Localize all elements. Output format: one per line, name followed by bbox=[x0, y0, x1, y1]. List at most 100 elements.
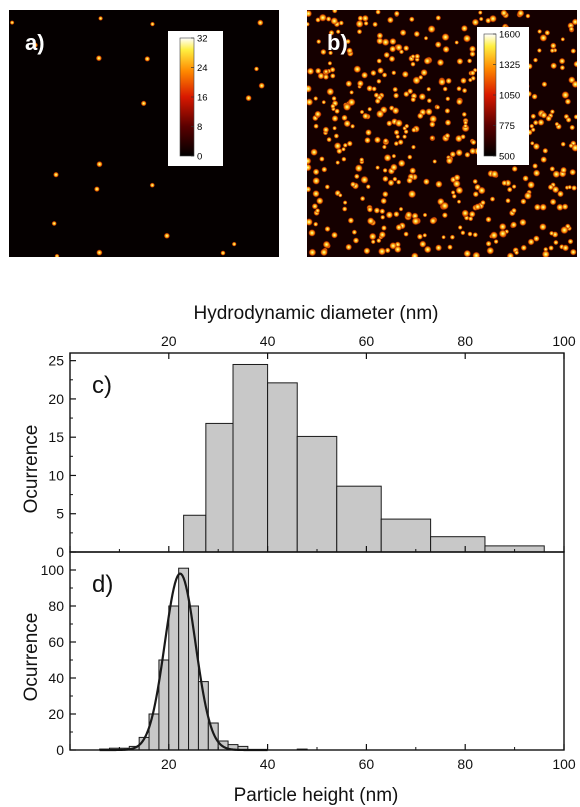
particle-spot bbox=[527, 180, 536, 189]
particle-spot bbox=[422, 178, 430, 186]
particle-spot bbox=[357, 15, 364, 22]
particle-spot bbox=[559, 64, 566, 71]
particle-spot bbox=[477, 186, 486, 195]
particle-spot bbox=[422, 212, 428, 218]
particle-spot bbox=[328, 29, 335, 36]
particle-spot bbox=[569, 248, 577, 256]
particle-spot bbox=[403, 231, 409, 237]
x-tick-label-top: 80 bbox=[457, 333, 473, 349]
colorbar-tick-label: 8 bbox=[197, 122, 202, 133]
particle-spot bbox=[372, 21, 378, 28]
particle-spot bbox=[370, 239, 376, 245]
y-tick-label: 40 bbox=[48, 670, 64, 686]
particle-spot bbox=[332, 125, 337, 131]
particle-spot bbox=[93, 186, 100, 193]
particle-spot bbox=[469, 147, 477, 155]
particle-spot bbox=[390, 163, 398, 172]
x-tick-label-top: 40 bbox=[260, 333, 276, 349]
particle-spot bbox=[442, 86, 448, 92]
particle-spot bbox=[429, 217, 437, 225]
particle-spot bbox=[411, 144, 416, 150]
particle-spot bbox=[381, 225, 387, 231]
particle-spot bbox=[470, 139, 477, 146]
particle-spot bbox=[567, 238, 574, 245]
particle-spot bbox=[350, 181, 356, 188]
particle-spot bbox=[312, 168, 320, 176]
particle-spot bbox=[150, 21, 155, 27]
particle-spot bbox=[308, 248, 317, 257]
particle-spot bbox=[560, 166, 568, 174]
afm-image-a-background bbox=[9, 10, 279, 257]
particle-spot bbox=[429, 114, 438, 124]
particle-spot bbox=[352, 237, 360, 244]
particle-spot bbox=[384, 247, 391, 254]
afm-image-b: b) 1600 1325 1050 775 500 bbox=[307, 10, 577, 269]
x-tick-label-top: 20 bbox=[161, 333, 177, 349]
particle-spot bbox=[423, 35, 429, 41]
particle-spot bbox=[394, 119, 403, 128]
particle-spot bbox=[326, 136, 332, 143]
particle-spot bbox=[375, 165, 380, 171]
particle-spot bbox=[461, 209, 469, 217]
particle-spot bbox=[463, 249, 472, 257]
particle-spot bbox=[314, 67, 322, 75]
particle-spot bbox=[307, 163, 312, 172]
particle-spot bbox=[560, 225, 569, 235]
colorbar-tick-label: 0 bbox=[197, 152, 202, 163]
particle-spot bbox=[327, 60, 333, 66]
particle-spot bbox=[435, 104, 441, 110]
particle-spot bbox=[449, 234, 456, 240]
particle-spot bbox=[322, 73, 330, 81]
particle-spot bbox=[393, 140, 399, 147]
panel-label-a: a) bbox=[25, 30, 45, 55]
particle-spot bbox=[393, 211, 400, 218]
particle-spot bbox=[550, 42, 557, 49]
particle-spot bbox=[394, 245, 402, 254]
particle-spot bbox=[550, 62, 558, 70]
particle-spot bbox=[449, 151, 457, 158]
particle-spot bbox=[532, 163, 539, 169]
particle-spot bbox=[444, 107, 451, 114]
colorbar-tick-label: 16 bbox=[197, 93, 208, 104]
particle-spot bbox=[532, 142, 541, 151]
particle-spot bbox=[359, 109, 365, 115]
particle-spot bbox=[376, 237, 382, 244]
particle-spot bbox=[568, 143, 574, 149]
particle-spot bbox=[307, 157, 312, 165]
particle-spot bbox=[377, 247, 387, 256]
particle-spot bbox=[416, 233, 424, 240]
particle-spot bbox=[253, 66, 260, 72]
particle-spot bbox=[442, 45, 450, 54]
particle-spot bbox=[320, 48, 327, 56]
particle-spot bbox=[486, 246, 495, 255]
histogram-bar bbox=[336, 485, 382, 553]
particle-spot bbox=[541, 81, 548, 88]
particle-spot bbox=[548, 245, 554, 251]
particle-spot bbox=[570, 48, 577, 54]
particle-spot bbox=[312, 189, 320, 198]
particle-spot bbox=[345, 80, 353, 88]
particle-spot bbox=[323, 69, 329, 75]
particle-spot bbox=[501, 179, 508, 187]
particle-spot bbox=[489, 196, 496, 202]
particle-spot bbox=[553, 239, 559, 246]
particle-spot bbox=[376, 58, 383, 64]
particle-spot bbox=[398, 49, 405, 55]
y-tick-label: 0 bbox=[56, 742, 64, 758]
particle-spot bbox=[392, 176, 398, 182]
particle-spot bbox=[573, 60, 577, 68]
histogram-bar bbox=[168, 605, 180, 751]
x-tick-label-top: 100 bbox=[552, 333, 576, 349]
particle-spot bbox=[373, 207, 381, 214]
particle-spot bbox=[382, 175, 389, 183]
particle-spot bbox=[549, 230, 555, 236]
particle-spot bbox=[373, 136, 382, 144]
particle-spot bbox=[96, 249, 103, 256]
histogram-d-bars bbox=[99, 567, 308, 751]
particle-spot bbox=[326, 87, 335, 96]
particle-spot bbox=[500, 10, 508, 17]
particle-spot bbox=[541, 250, 550, 257]
particle-spot bbox=[375, 109, 385, 119]
x-tick-label: 60 bbox=[359, 756, 375, 772]
particle-spot bbox=[322, 126, 330, 134]
